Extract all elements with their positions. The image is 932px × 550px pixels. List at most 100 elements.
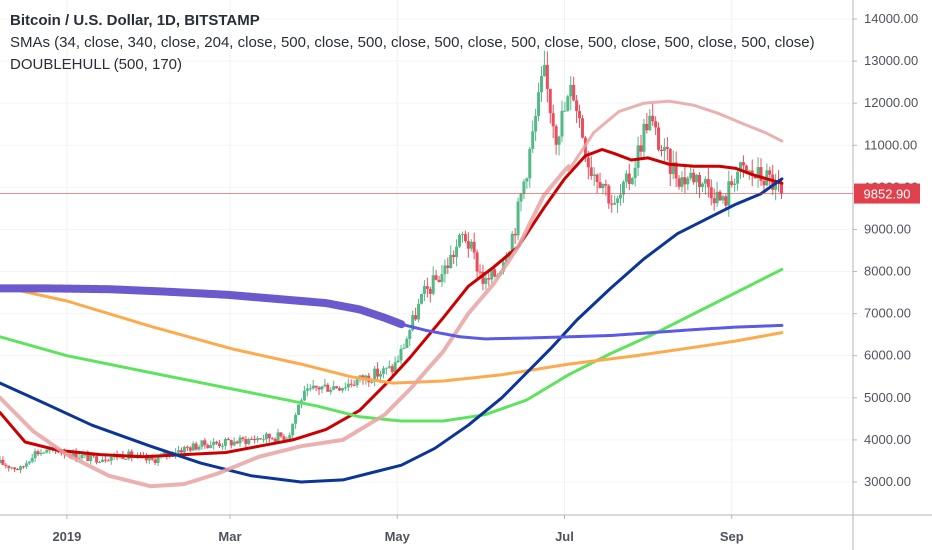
candle-body	[21, 466, 25, 468]
candle-body	[273, 438, 277, 442]
candle-body	[487, 278, 491, 280]
candle-body	[194, 443, 198, 450]
candle-body	[258, 438, 262, 440]
candle-body	[645, 123, 649, 131]
candle-body	[405, 338, 409, 348]
candle-body	[449, 254, 453, 268]
candle-body	[586, 157, 590, 168]
y-tick-label: 5000.00	[864, 390, 911, 405]
candle-body	[106, 460, 110, 462]
candle-body	[39, 452, 43, 455]
candle-body	[264, 433, 268, 440]
candle-body	[513, 233, 517, 236]
candle-body	[238, 437, 242, 444]
candle-body	[425, 286, 429, 289]
candle-body	[698, 174, 702, 187]
candle-body	[598, 182, 602, 189]
x-tick-label: 2019	[52, 529, 81, 544]
candle-body	[545, 64, 549, 89]
candle-body	[481, 271, 485, 284]
candle-body	[668, 148, 672, 174]
candle-body	[519, 193, 523, 202]
candle-body	[226, 438, 230, 441]
candle-body	[302, 390, 306, 401]
candle-body	[370, 381, 374, 383]
y-tick-label: 12000.00	[864, 95, 918, 110]
candle-body	[674, 162, 678, 179]
candle-body	[630, 178, 634, 184]
candle-body	[741, 162, 745, 166]
candle-body	[419, 293, 423, 304]
candle-body	[256, 438, 260, 441]
candle-body	[89, 454, 93, 462]
candle-body	[317, 387, 321, 390]
candle-body	[627, 173, 631, 184]
y-tick-label: 7000.00	[864, 306, 911, 321]
candle-body	[355, 379, 359, 386]
candle-body	[153, 459, 157, 463]
candles	[0, 50, 783, 474]
doublehull-blue-line	[399, 322, 784, 341]
candle-body	[724, 196, 728, 206]
candle-body	[215, 441, 219, 444]
candle-body	[739, 162, 743, 172]
candle-body	[431, 275, 435, 294]
candle-body	[534, 116, 538, 132]
candle-body	[528, 148, 532, 179]
candle-body	[472, 241, 476, 253]
candle-body	[662, 146, 666, 152]
candle-body	[247, 438, 251, 444]
candle-body	[414, 315, 418, 320]
candle-body	[343, 387, 347, 389]
candle-body	[396, 360, 400, 363]
candle-body	[282, 436, 286, 440]
symbol-title[interactable]: Bitcoin / U.S. Dollar, 1D, BITSTAMP	[10, 12, 260, 29]
doublehull-legend[interactable]: DOUBLEHULL (500, 170)	[10, 56, 183, 73]
candle-body	[490, 269, 494, 280]
candle-body	[308, 388, 312, 390]
y-tick-label: 14000.00	[864, 11, 918, 26]
candle-body	[709, 187, 713, 199]
x-tick-label: Mar	[218, 529, 241, 544]
candle-body	[522, 181, 526, 194]
candle-body	[651, 115, 655, 122]
candle-body	[156, 456, 160, 463]
candle-body	[715, 191, 719, 204]
candle-body	[554, 126, 558, 145]
candle-body	[80, 454, 84, 459]
candle-body	[74, 451, 78, 459]
candle-body	[422, 286, 426, 294]
candle-body	[83, 454, 87, 456]
candle-body	[218, 443, 222, 447]
candle-body	[466, 241, 470, 249]
candle-body	[200, 440, 204, 447]
candle-body	[45, 449, 49, 453]
candle-body	[7, 465, 11, 468]
candle-body	[563, 110, 567, 112]
candle-body	[718, 191, 722, 201]
candle-body	[1, 459, 5, 465]
candle-body	[680, 177, 684, 187]
candle-body	[261, 439, 265, 441]
candle-body	[48, 449, 52, 451]
candle-body	[18, 466, 22, 470]
sma-legend[interactable]: SMAs (34, close, 340, close, 204, close,…	[10, 34, 815, 51]
candle-body	[267, 433, 271, 439]
candle-body	[572, 84, 576, 101]
candle-body	[677, 178, 681, 187]
candle-body	[220, 445, 224, 447]
candle-body	[683, 177, 687, 185]
candle-body	[692, 172, 696, 183]
candle-body	[434, 275, 438, 280]
candle-body	[463, 234, 467, 242]
candle-body	[446, 265, 450, 268]
candle-body	[455, 246, 459, 258]
candle-body	[71, 451, 75, 458]
y-tick-label: 11000.00	[864, 137, 917, 152]
candle-body	[589, 167, 593, 176]
candle-body	[458, 234, 462, 247]
candle-body	[335, 386, 339, 389]
candle-body	[332, 386, 336, 390]
candle-body	[706, 179, 710, 188]
